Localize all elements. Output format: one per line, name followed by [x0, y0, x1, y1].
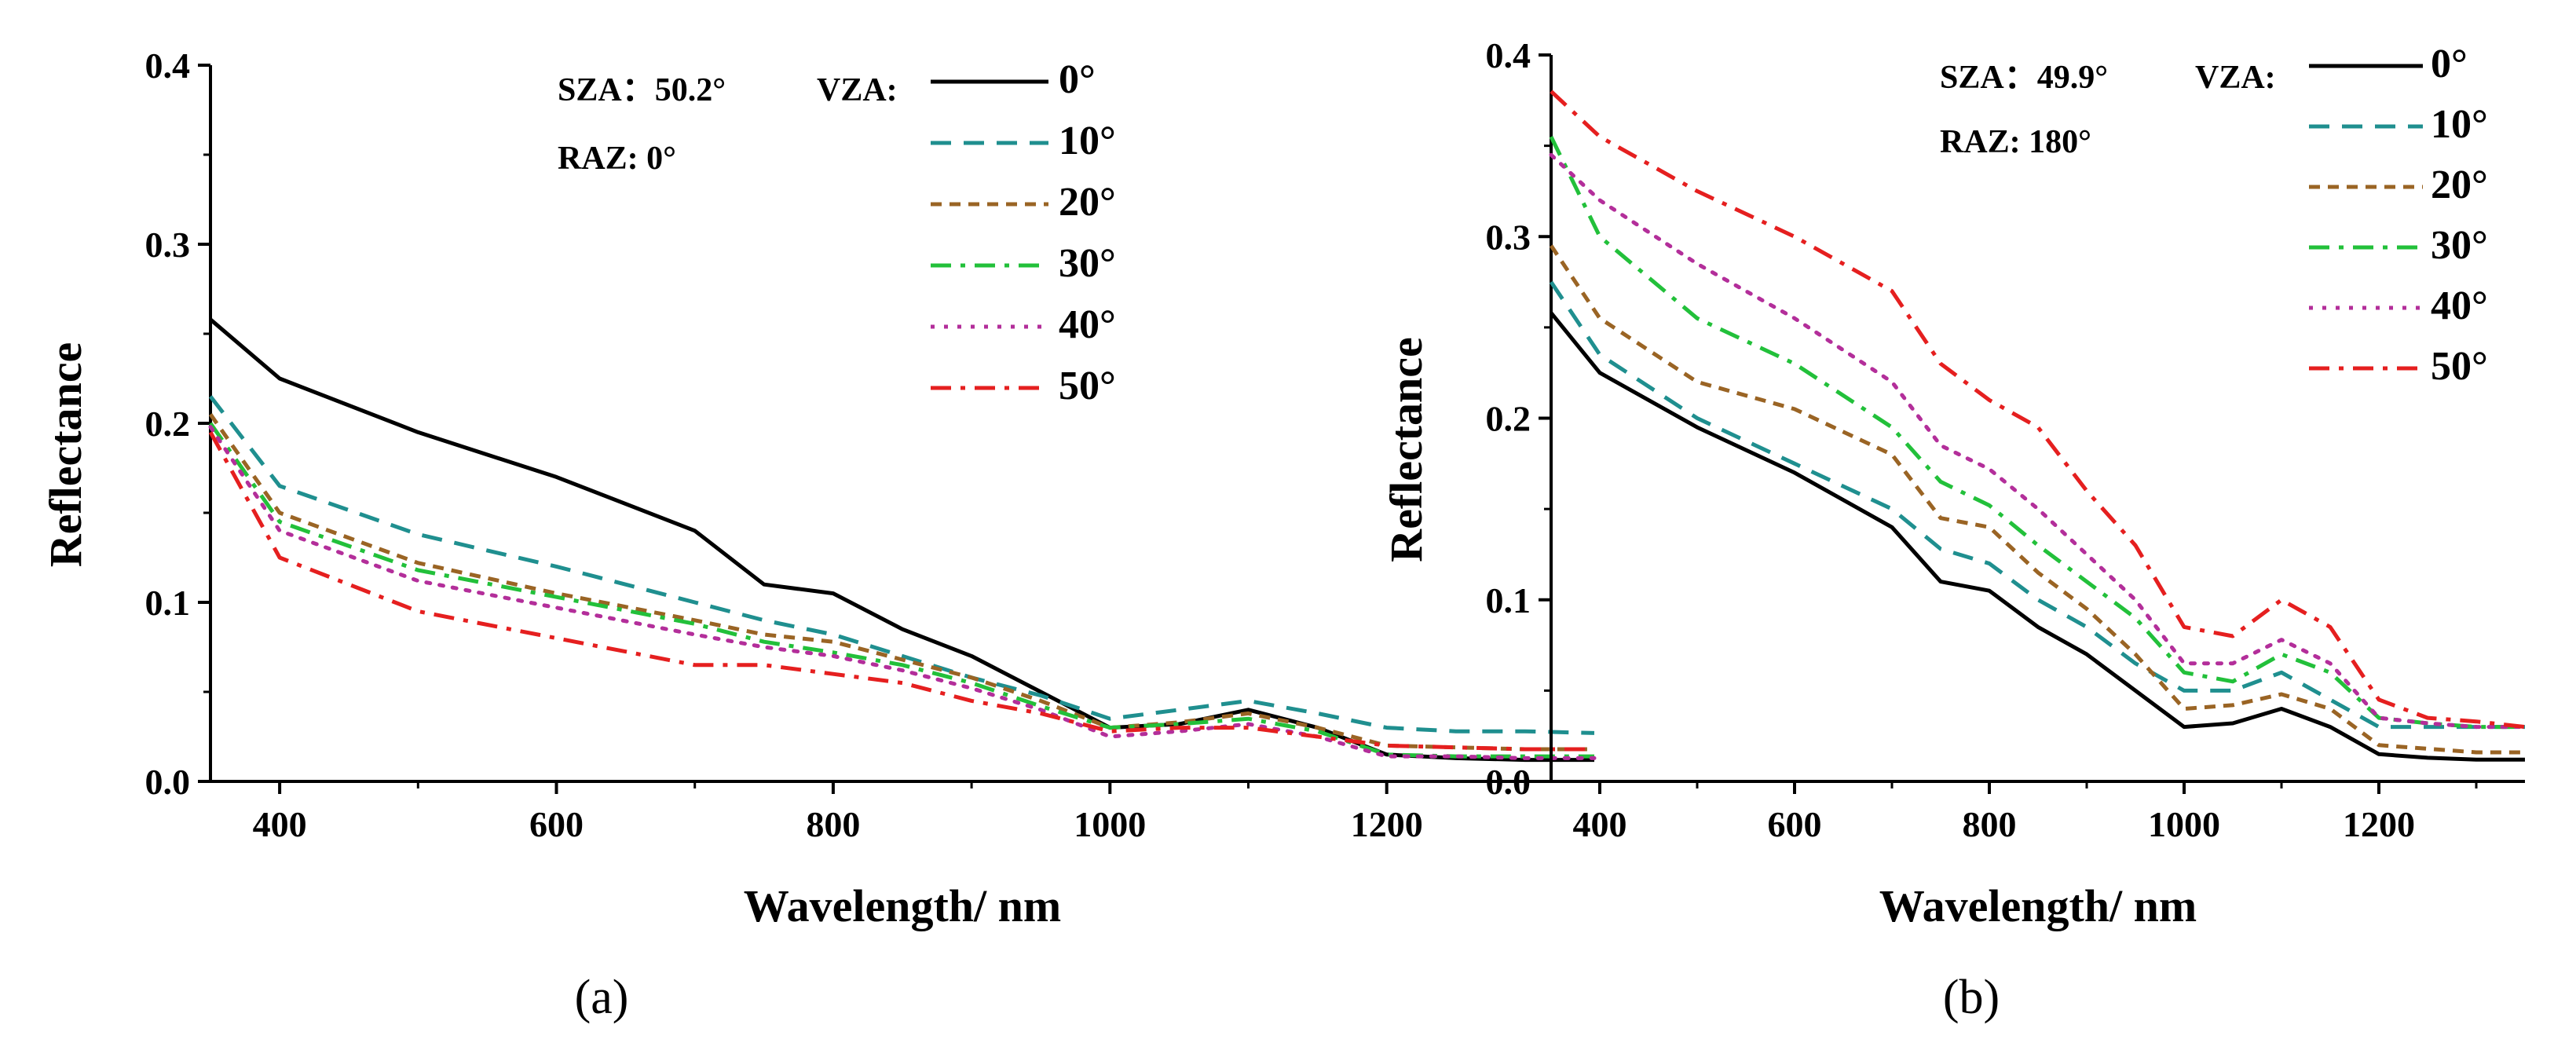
x-tick-label: 1000 [1074, 804, 1146, 844]
series-line-30deg [208, 422, 1594, 759]
series-line-50deg [1550, 90, 2526, 730]
legend-label: 40° [1059, 302, 1116, 347]
y-tick-label: 0.4 [145, 46, 191, 86]
y-tick-label: 0.0 [145, 762, 191, 802]
y-axis-title: Reflectance [1381, 337, 1432, 562]
annotation-sza: SZA：50.2° [558, 72, 726, 108]
y-tick-label: 0.3 [1486, 217, 1531, 257]
x-tick-label: 1200 [2343, 804, 2415, 844]
series-line-0deg [1550, 311, 2525, 762]
series-line-50deg [208, 431, 1594, 752]
legend-label: 20° [2431, 163, 2488, 207]
y-tick-label: 0.3 [145, 225, 191, 265]
x-tick-label: 400 [253, 804, 307, 844]
y-tick-label: 0.2 [1486, 399, 1531, 439]
legend-label: 10° [1059, 119, 1116, 163]
series-line-10deg [209, 395, 1595, 735]
y-tick-label: 0.4 [1486, 35, 1531, 75]
series-line-40deg [1549, 152, 2527, 730]
x-tick-label: 1000 [2148, 804, 2220, 844]
x-tick-label: 800 [806, 804, 860, 844]
legend-label: 20° [1059, 180, 1116, 225]
x-axis-title: Wavelength/ nm [1879, 880, 2197, 931]
annotation-vza: VZA: [2195, 60, 2276, 96]
legend-label: 50° [2431, 344, 2488, 389]
legend-label: 50° [1059, 364, 1116, 408]
y-tick-label: 0.1 [145, 583, 191, 623]
annotation-sza: SZA：49.9° [1940, 60, 2108, 96]
chart-panel-a: 0.0 0.1 0.2 0.3 0.4 400 600 800 1000 1200 Waveleng… [40, 46, 1597, 1024]
legend-label: 40° [2431, 284, 2488, 328]
legend-label: 0° [1059, 57, 1096, 102]
x-tick-label: 1200 [1351, 804, 1423, 844]
series-line-10deg [1549, 280, 2525, 730]
series-line-20deg [1549, 244, 2525, 755]
x-tick-label: 800 [1963, 804, 2017, 844]
panel-label: (b) [1943, 971, 2000, 1024]
legend-label: 30° [2431, 223, 2488, 268]
y-tick-label: 0.1 [1486, 580, 1531, 620]
x-tick-label: 400 [1573, 804, 1627, 844]
chart-panel-b: 0.0 0.1 0.2 0.3 0.4 400 600 800 1000 1200 Waveleng… [1381, 35, 2527, 1024]
annotation-raz: RAZ: 180° [1940, 124, 2091, 160]
y-tick-label: 0.0 [1486, 762, 1531, 802]
legend-label: 30° [1059, 241, 1116, 286]
y-axis-title: Reflectance [40, 342, 91, 568]
x-axis-title: Wavelength/ nm [744, 880, 1061, 931]
series-line-0deg [209, 317, 1594, 763]
legend-label: 0° [2431, 42, 2468, 86]
series-line-40deg [208, 425, 1597, 760]
x-tick-label: 600 [529, 804, 584, 844]
series-line-30deg [1549, 136, 2525, 730]
legend-label: 10° [2431, 102, 2488, 147]
annotation-vza: VZA: [817, 72, 898, 108]
y-tick-label: 0.2 [145, 404, 191, 444]
x-tick-label: 600 [1768, 804, 1822, 844]
panel-label: (a) [575, 971, 629, 1024]
annotation-raz: RAZ: 0° [558, 141, 676, 177]
